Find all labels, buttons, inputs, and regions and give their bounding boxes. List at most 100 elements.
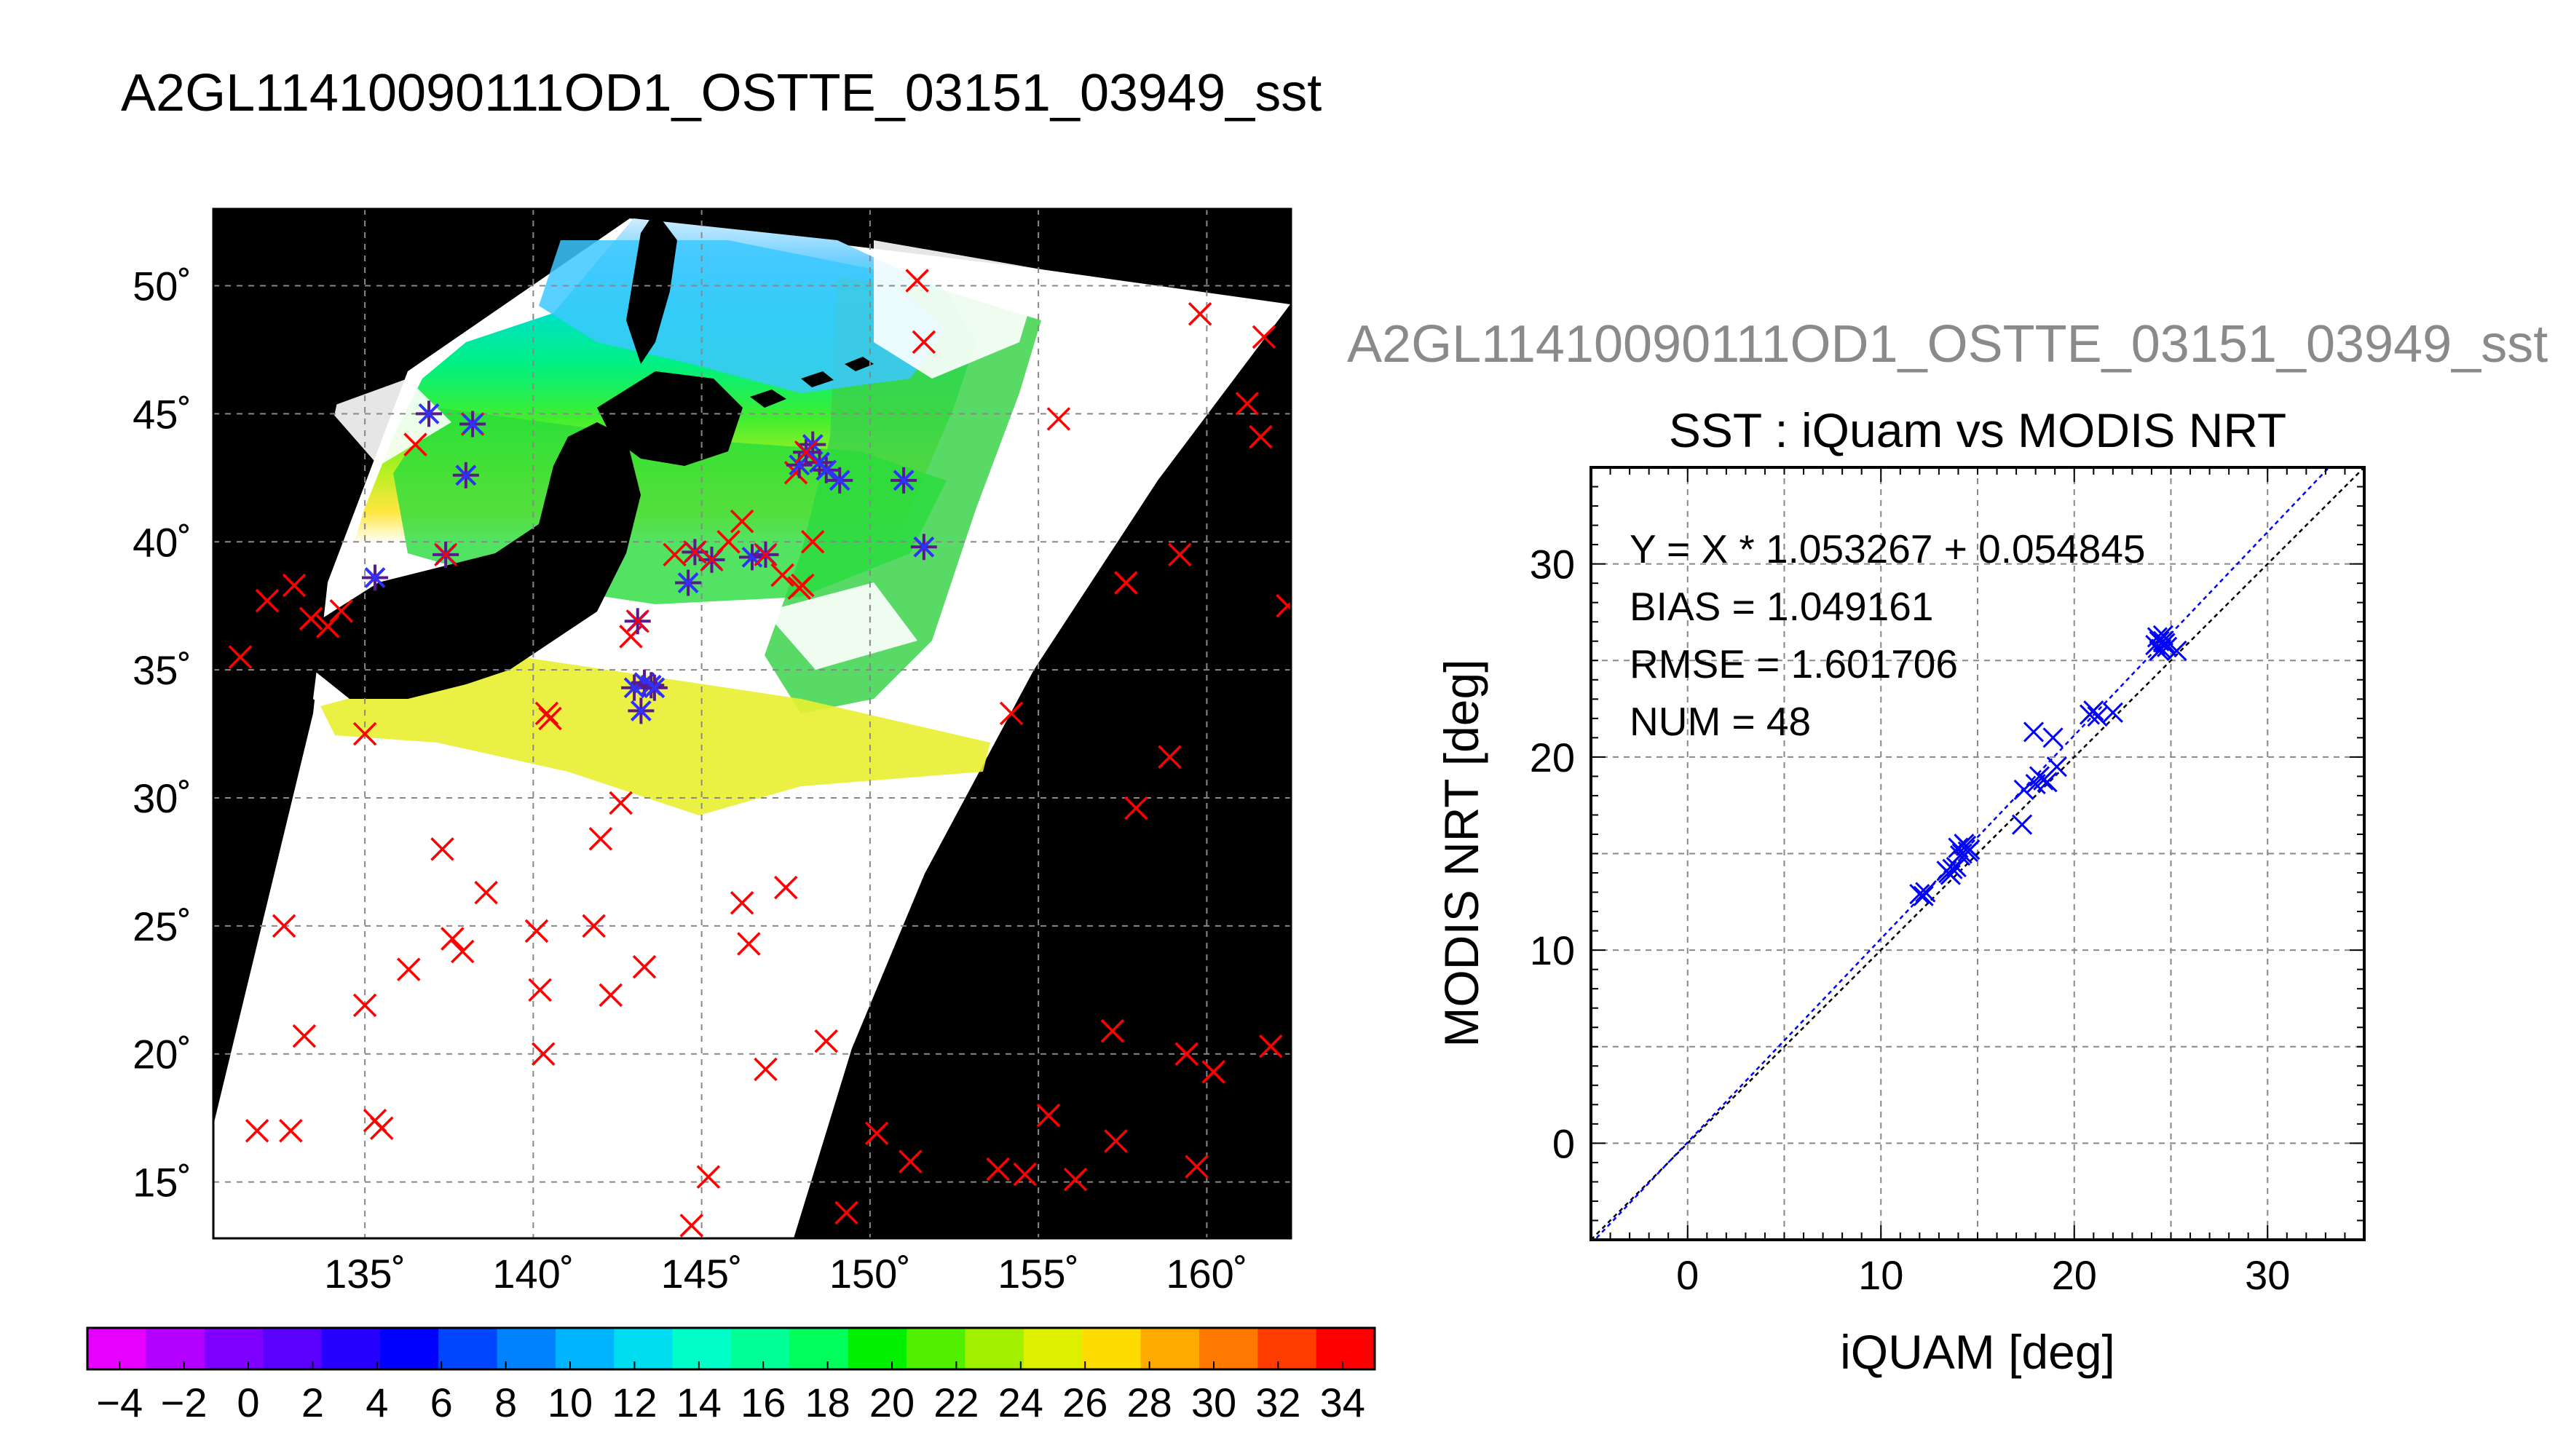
- y-tick-label: 0: [1552, 1120, 1575, 1166]
- lon-tick-label: 150˚: [829, 1251, 911, 1297]
- scatter-point: [2152, 625, 2173, 646]
- buoy-marker: [632, 954, 657, 979]
- x-axis-label: iQUAM [deg]: [1840, 1325, 2115, 1379]
- buoy-marker: [245, 1119, 269, 1143]
- lon-tick-label: 145˚: [661, 1251, 743, 1297]
- colorbar-tick-label: 0: [237, 1380, 259, 1425]
- buoy-marker: [801, 530, 825, 554]
- colorbar-cell: [321, 1328, 381, 1369]
- colorbar-tick-label: −2: [161, 1380, 208, 1425]
- colorbar-cell: [87, 1328, 146, 1369]
- scatter-point: [2152, 630, 2173, 652]
- colorbar-tick-label: 34: [1320, 1380, 1365, 1425]
- buoy-marker: [730, 890, 754, 915]
- colorbar-frame: [86, 1326, 1376, 1371]
- buoy-marker: [912, 330, 936, 355]
- land-kuril-islands: [750, 357, 874, 408]
- identity-line: [1591, 467, 2364, 1240]
- map-tick-labels: 135˚ 140˚ 145˚ 150˚ 155˚ 160˚ 50˚ 45˚ 40˚ 35˚ 30˚ 2…: [133, 264, 1247, 1297]
- matchup-marker: [452, 462, 479, 488]
- stats-rmse: RMSE = 1.601706: [1630, 641, 1958, 687]
- scatter-point: [2046, 756, 2067, 778]
- main-title: A2GL11410090111OD1_OSTTE_03151_03949_sst: [121, 64, 1322, 122]
- buoy-marker: [737, 932, 761, 956]
- buoy-marker: [899, 1150, 923, 1174]
- stats-bias: BIAS = 1.049161: [1630, 584, 1933, 629]
- colorbar-tick-label: 12: [612, 1380, 657, 1425]
- colorbar: −4 −2 0 2 4 6 8 10 12 14 16 18 20 22 24 26 28 30 32 34: [86, 1326, 1376, 1425]
- colorbar-cell: [497, 1328, 556, 1369]
- buoy-marker: [1114, 571, 1138, 595]
- buoy-marker: [1158, 745, 1182, 769]
- matchup-marker: [641, 674, 668, 701]
- matchup-marker: [826, 467, 853, 494]
- colorbar-tick-label: 16: [741, 1380, 786, 1425]
- buoy-marker-overlay: [794, 440, 818, 464]
- scatter-panel: SST : iQuam vs MODIS NRT 0 10 20 300102030 …: [1434, 403, 2366, 1379]
- buoy-marker: [986, 1157, 1010, 1182]
- colorbar-cells: [87, 1328, 1375, 1369]
- scatter-point: [2013, 779, 2034, 801]
- scatter-point: [1909, 884, 1930, 905]
- matchup-marker: [813, 456, 840, 483]
- buoy-marker: [582, 914, 606, 938]
- scatter-point: [2042, 727, 2064, 748]
- buoy-marker: [1174, 1042, 1198, 1066]
- buoy-marker-overlay: [434, 542, 458, 566]
- buoy-marker: [1185, 1155, 1209, 1179]
- buoy-marker: [774, 875, 798, 900]
- buoy-marker-overlay: [754, 542, 778, 566]
- scatter-point: [2012, 814, 2033, 835]
- buoy-marker: [228, 645, 253, 669]
- buoy-marker: [905, 269, 929, 293]
- lon-tick-label: 155˚: [998, 1251, 1079, 1297]
- buoy-marker: [609, 791, 633, 815]
- matchup-marker: [910, 534, 937, 561]
- colorbar-tick-label: 20: [869, 1380, 915, 1425]
- buoy-marker: [696, 1165, 721, 1189]
- colorbar-tick-label: 2: [301, 1380, 324, 1425]
- scatter-title: SST : iQuam vs MODIS NRT: [1669, 403, 2286, 457]
- buoy-marker: [474, 880, 498, 905]
- colorbar-cell: [1140, 1328, 1200, 1369]
- lat-tick-label: 30˚: [133, 775, 191, 821]
- buoy-marker: [352, 721, 377, 746]
- lat-tick-label: 35˚: [133, 647, 191, 693]
- buoy-marker: [999, 701, 1024, 726]
- x-tick-label: 30: [2245, 1252, 2290, 1298]
- scatter-subtitle: A2GL11410090111OD1_OSTTE_03151_03949_sst: [1347, 315, 2548, 373]
- colorbar-cell: [204, 1328, 264, 1369]
- colorbar-tick-labels: −4 −2 0 2 4 6 8 10 12 14 16 18 20 22 24 26 28 30 32 34: [96, 1361, 1365, 1425]
- colorbar-cell: [1198, 1328, 1258, 1369]
- matchup-marker: [459, 411, 486, 438]
- fit-line: [1593, 467, 2331, 1240]
- scatter-point: [2102, 702, 2123, 723]
- lat-tick-label: 40˚: [133, 519, 191, 565]
- buoy-marker: [1104, 1129, 1128, 1153]
- scatter-point: [1950, 845, 1971, 866]
- buoy-marker: [403, 432, 427, 456]
- map-markers: [228, 269, 1291, 1238]
- colorbar-cell: [965, 1328, 1024, 1369]
- buoy-marker: [679, 1214, 703, 1238]
- colorbar-tick-label: 22: [933, 1380, 979, 1425]
- buoy-marker: [272, 914, 296, 938]
- lon-tick-label: 160˚: [1166, 1251, 1247, 1297]
- colorbar-tick-label: 24: [998, 1380, 1043, 1425]
- colorbar-tick-label: 28: [1126, 1380, 1172, 1425]
- scatter-point: [2083, 700, 2104, 721]
- lat-tick-label: 50˚: [133, 264, 191, 309]
- colorbar-cell: [614, 1328, 674, 1369]
- colorbar-cell: [672, 1328, 732, 1369]
- buoy-marker: [1259, 1034, 1283, 1059]
- y-tick-label: 20: [1530, 735, 1575, 780]
- scatter-stats: Y = X * 1.053267 + 0.054845 BIAS = 1.049…: [1630, 526, 2146, 744]
- buoy-marker: [663, 542, 687, 567]
- y-tick-label: 10: [1530, 927, 1575, 973]
- matchup-marker: [628, 697, 655, 724]
- buoy-marker: [1168, 542, 1192, 567]
- buoy-marker: [352, 993, 377, 1018]
- colorbar-cell: [379, 1328, 439, 1369]
- buoy-marker: [1201, 1060, 1225, 1084]
